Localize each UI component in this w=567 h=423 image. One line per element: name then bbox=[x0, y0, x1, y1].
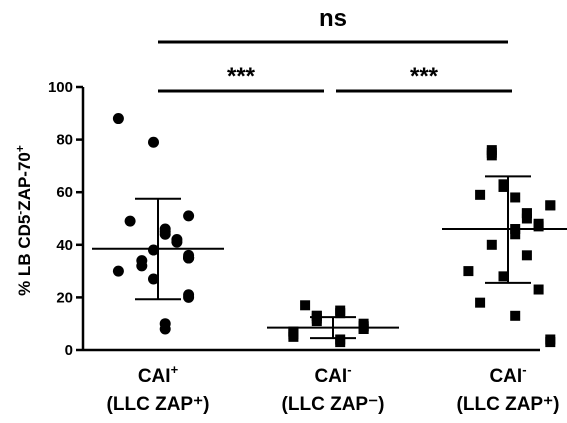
y-axis-title-part: ZAP-70 bbox=[15, 152, 34, 211]
data-point bbox=[300, 300, 311, 311]
data-point bbox=[510, 310, 521, 321]
data-point bbox=[112, 113, 124, 125]
data-point bbox=[171, 236, 183, 248]
significance-label: *** bbox=[227, 63, 256, 90]
data-point bbox=[533, 221, 544, 232]
x-category-label: CAI- bbox=[314, 362, 351, 387]
y-axis-title: % LB CD5-ZAP-70+ bbox=[13, 145, 34, 296]
data-point bbox=[335, 337, 346, 348]
significance-label: *** bbox=[410, 63, 439, 90]
data-point bbox=[136, 260, 148, 272]
x-category-label: CAI- bbox=[489, 362, 526, 387]
y-tick-label: 100 bbox=[48, 79, 73, 96]
data-point bbox=[510, 229, 521, 240]
y-tick-label: 40 bbox=[56, 237, 73, 254]
data-point bbox=[545, 200, 556, 211]
data-point bbox=[358, 323, 369, 334]
data-point bbox=[498, 271, 509, 282]
data-point bbox=[112, 265, 124, 277]
data-point bbox=[510, 192, 521, 203]
data-point bbox=[533, 284, 544, 295]
y-axis-title-part: - bbox=[13, 211, 27, 215]
data-point bbox=[148, 136, 159, 148]
data-point bbox=[159, 323, 171, 335]
data-point bbox=[183, 210, 195, 222]
x-category-sublabel: (LLC ZAP⁺) bbox=[107, 394, 210, 415]
data-point bbox=[486, 150, 497, 161]
y-axis-title-part: + bbox=[13, 145, 27, 152]
data-point bbox=[159, 228, 171, 240]
data-point bbox=[183, 291, 195, 303]
data-point bbox=[498, 181, 509, 192]
y-tick-label: 60 bbox=[56, 184, 73, 201]
data-point bbox=[521, 208, 532, 219]
data-point bbox=[148, 273, 159, 285]
y-tick-label: 0 bbox=[65, 342, 73, 359]
data-point bbox=[545, 337, 556, 348]
x-category-sublabel: (LLC ZAP⁻) bbox=[282, 394, 385, 415]
data-point bbox=[311, 316, 322, 327]
data-point bbox=[463, 266, 474, 277]
y-tick-label: 80 bbox=[56, 132, 73, 149]
data-point bbox=[475, 297, 486, 308]
data-point bbox=[486, 239, 497, 250]
data-point bbox=[183, 252, 195, 264]
significance-label: ns bbox=[319, 5, 347, 32]
data-point bbox=[335, 308, 346, 319]
y-tick-label: 20 bbox=[56, 289, 73, 306]
data-point bbox=[521, 250, 532, 261]
data-point bbox=[148, 244, 159, 256]
x-category-label: CAI+ bbox=[138, 362, 179, 387]
x-category-sublabel: (LLC ZAP⁺) bbox=[457, 394, 560, 415]
y-axis-title-part: % LB CD5 bbox=[15, 215, 34, 296]
data-point bbox=[124, 215, 136, 227]
data-point bbox=[288, 331, 299, 342]
data-point bbox=[521, 213, 532, 224]
data-point bbox=[475, 189, 486, 200]
